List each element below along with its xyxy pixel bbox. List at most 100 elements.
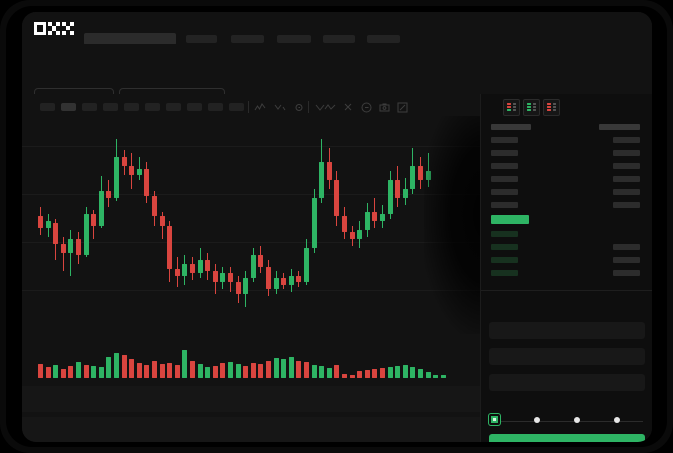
settings-icon[interactable] — [360, 101, 373, 114]
orderbook-ask-amount — [613, 150, 640, 156]
volume-bar — [106, 356, 112, 378]
candle-body — [45, 221, 51, 228]
nav-item-2[interactable] — [231, 35, 264, 43]
order-field-2[interactable] — [489, 348, 645, 365]
volume-bar — [235, 364, 241, 378]
volume-bar — [159, 363, 165, 378]
candle-wick — [62, 236, 64, 272]
volume-bar — [326, 368, 332, 378]
volume-bar — [205, 367, 211, 378]
candle-body — [243, 277, 249, 294]
templates-icon[interactable] — [294, 101, 307, 114]
volume-bar — [296, 360, 302, 378]
search-input[interactable] — [84, 33, 176, 45]
volume-bar — [121, 354, 127, 378]
amount-slider-step-4[interactable] — [614, 417, 620, 423]
market-info-bar: Spot Trading — [22, 44, 652, 117]
orderbook-ask-price[interactable] — [491, 202, 518, 208]
volume-bar — [144, 365, 150, 378]
orderbook-bid-amount — [613, 257, 640, 263]
candle-body — [38, 216, 43, 228]
magnet-icon[interactable] — [342, 101, 355, 114]
amount-slider-step-2[interactable] — [534, 417, 540, 423]
candle-body — [129, 166, 135, 176]
chart-type-icon[interactable] — [314, 101, 327, 114]
candle-body — [418, 166, 423, 181]
nav-item-5[interactable] — [367, 35, 400, 43]
candle-body — [288, 275, 294, 285]
volume-bar — [91, 366, 97, 378]
candle-body — [266, 266, 271, 290]
orderbook-best-price[interactable] — [491, 215, 529, 224]
candle-body — [311, 198, 317, 249]
candle-body — [296, 275, 302, 283]
orderbook-ask-price[interactable] — [491, 176, 518, 182]
nav-item-3[interactable] — [277, 35, 311, 43]
candle-body — [235, 282, 241, 294]
timeframe-button-8[interactable] — [187, 103, 202, 111]
timeframe-button-1[interactable] — [40, 103, 55, 111]
camera-icon[interactable] — [378, 101, 391, 114]
orderbook-mode-bids-only-icon[interactable] — [523, 99, 540, 116]
volume-bar — [281, 359, 287, 378]
orderbook-bid-price[interactable] — [491, 270, 518, 276]
candle-body — [106, 191, 112, 199]
orderbook-ask-amount — [613, 176, 640, 182]
volume-bar — [372, 369, 378, 378]
submit-order-button[interactable] — [489, 434, 645, 442]
orderbook-ask-price[interactable] — [491, 163, 518, 169]
orderbook-bid-price[interactable] — [491, 244, 518, 250]
timeframe-button-10[interactable] — [229, 103, 244, 111]
orderbook-bid-price[interactable] — [491, 257, 518, 263]
timeframe-button-7[interactable] — [166, 103, 181, 111]
nav-item-1[interactable] — [186, 35, 217, 43]
volume-bar — [250, 362, 256, 378]
trendline-icon[interactable] — [324, 101, 337, 114]
orderbook-ask-price[interactable] — [491, 137, 518, 143]
compare-icon[interactable] — [274, 101, 287, 114]
order-field-1[interactable] — [489, 322, 645, 339]
nav-item-4[interactable] — [323, 35, 355, 43]
volume-bar — [334, 365, 340, 378]
volume-bar — [83, 364, 89, 378]
timeframe-button-4[interactable] — [103, 103, 118, 111]
orderbook-mode-both-icon[interactable] — [503, 99, 520, 116]
candle-body — [250, 255, 256, 278]
okx-logo[interactable] — [34, 22, 74, 35]
volume-bar — [387, 367, 393, 378]
amount-slider-handle[interactable] — [489, 414, 500, 425]
timeframe-button-6[interactable] — [145, 103, 160, 111]
amount-slider-track[interactable] — [493, 421, 643, 422]
orderbook-bid-amount — [613, 244, 640, 250]
orderbook-mode-asks-only-icon[interactable] — [543, 99, 560, 116]
volume-bar — [220, 363, 226, 378]
orderbook-rows[interactable] — [481, 119, 652, 287]
volume-chart — [22, 334, 480, 386]
price-chart[interactable] — [22, 116, 480, 334]
orderbook-bid-price[interactable] — [491, 231, 518, 237]
orderbook-ask-price[interactable] — [491, 150, 518, 156]
candle-body — [121, 157, 127, 167]
volume-bar — [258, 363, 264, 378]
candle-body — [380, 214, 385, 221]
orderbook-col-header-price — [491, 124, 531, 130]
timeframe-button-2[interactable] — [61, 103, 76, 111]
timeframe-button-9[interactable] — [208, 103, 223, 111]
orderbook-ask-amount — [613, 137, 640, 143]
volume-bar — [433, 374, 439, 378]
volume-bar — [174, 364, 180, 378]
timeframe-button-5[interactable] — [124, 103, 139, 111]
order-field-3[interactable] — [489, 374, 645, 391]
timeframe-button-3[interactable] — [82, 103, 97, 111]
orderbook-ask-price[interactable] — [491, 189, 518, 195]
top-navigation-bar — [22, 12, 652, 45]
volume-bar — [425, 372, 431, 378]
candle-body — [190, 264, 195, 274]
volume-bar — [68, 365, 74, 378]
amount-slider-step-3[interactable] — [574, 417, 580, 423]
volume-bar — [440, 375, 446, 378]
orderbook-col-header-amount — [599, 124, 640, 130]
candle-body — [258, 255, 264, 267]
indicators-icon[interactable] — [254, 101, 267, 114]
fullscreen-icon[interactable] — [396, 101, 409, 114]
